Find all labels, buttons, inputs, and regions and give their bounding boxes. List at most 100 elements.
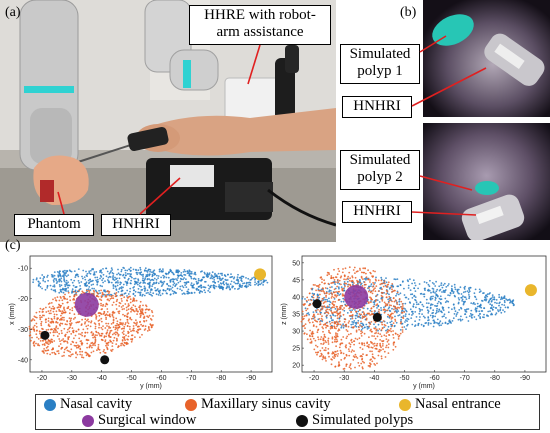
- cloud-point-nasal-cavity: [149, 273, 151, 275]
- cloud-point-maxillary: [324, 293, 326, 295]
- cloud-point-maxillary: [324, 283, 326, 285]
- cloud-point-nasal-cavity: [468, 308, 470, 310]
- cloud-point-maxillary: [109, 340, 111, 342]
- cloud-point-nasal-cavity: [63, 279, 65, 281]
- cloud-point-nasal-cavity: [177, 277, 179, 279]
- cloud-point-nasal-cavity: [500, 312, 502, 314]
- cloud-point-nasal-cavity: [32, 281, 34, 283]
- cloud-point-maxillary: [56, 317, 58, 319]
- cloud-point-maxillary: [139, 308, 141, 310]
- cloud-point-maxillary: [317, 331, 319, 333]
- x-tick-label: -80: [490, 375, 500, 382]
- cloud-point-nasal-cavity: [397, 310, 399, 312]
- cloud-point-maxillary: [94, 322, 96, 324]
- cloud-point-nasal-cavity: [88, 288, 90, 290]
- cloud-point-nasal-cavity: [427, 312, 429, 314]
- cloud-point-maxillary: [370, 291, 372, 293]
- cloud-point-nasal-cavity: [448, 307, 450, 309]
- cloud-point-maxillary: [70, 348, 72, 350]
- cloud-point-maxillary: [360, 282, 362, 284]
- cloud-point-nasal-cavity: [458, 299, 460, 301]
- cloud-point-nasal-cavity: [244, 282, 246, 284]
- cloud-point-maxillary: [337, 279, 339, 281]
- x-axis-label: y (mm): [140, 383, 162, 390]
- cloud-point-nasal-cavity: [436, 311, 438, 313]
- cloud-point-maxillary: [81, 344, 83, 346]
- cloud-point-maxillary: [141, 334, 143, 336]
- cloud-point-nasal-cavity: [76, 273, 78, 275]
- cloud-point-nasal-cavity: [101, 272, 103, 274]
- cloud-point-maxillary: [133, 328, 135, 330]
- cloud-point-maxillary: [321, 315, 323, 317]
- cloud-point-maxillary: [386, 338, 388, 340]
- cloud-point-maxillary: [320, 309, 322, 311]
- cloud-point-maxillary: [375, 322, 377, 324]
- cloud-point-maxillary: [372, 275, 374, 277]
- cloud-point-maxillary: [119, 323, 121, 325]
- cloud-point-nasal-cavity: [217, 281, 219, 283]
- cloud-point-maxillary: [42, 344, 44, 346]
- cloud-point-nasal-cavity: [423, 296, 425, 298]
- cloud-point-maxillary: [98, 312, 100, 314]
- cloud-point-maxillary: [393, 342, 395, 344]
- cloud-point-nasal-cavity: [53, 281, 55, 283]
- cloud-point-nasal-cavity: [428, 322, 430, 324]
- cloud-point-maxillary: [150, 325, 152, 327]
- cloud-point-maxillary: [121, 306, 123, 308]
- cloud-point-maxillary: [395, 320, 397, 322]
- cloud-point-maxillary: [99, 352, 101, 354]
- cloud-point-nasal-cavity: [158, 294, 160, 296]
- cloud-point-maxillary: [381, 324, 383, 326]
- x-tick-label: -60: [429, 375, 439, 382]
- cloud-point-maxillary: [387, 341, 389, 343]
- cloud-point-nasal-cavity: [495, 307, 497, 309]
- cloud-point-nasal-cavity: [120, 271, 122, 273]
- cloud-point-maxillary: [321, 290, 323, 292]
- cloud-point-maxillary: [52, 306, 54, 308]
- cloud-point-nasal-cavity: [154, 278, 156, 280]
- cloud-point-nasal-cavity: [454, 307, 456, 309]
- cloud-point-nasal-cavity: [139, 267, 141, 269]
- cloud-point-maxillary: [319, 294, 321, 296]
- cloud-point-nasal-cavity: [42, 278, 44, 280]
- cloud-point-nasal-cavity: [58, 279, 60, 281]
- cloud-point-nasal-cavity: [424, 281, 426, 283]
- cloud-point-nasal-cavity: [59, 274, 61, 276]
- cloud-point-nasal-cavity: [165, 273, 167, 275]
- cloud-point-nasal-cavity: [408, 285, 410, 287]
- cloud-point-nasal-cavity: [451, 308, 453, 310]
- cloud-point-maxillary: [333, 304, 335, 306]
- cloud-point-maxillary: [336, 340, 338, 342]
- cloud-point-maxillary: [52, 321, 54, 323]
- cloud-point-nasal-cavity: [331, 319, 333, 321]
- cloud-point-nasal-cavity: [117, 269, 119, 271]
- cloud-point-nasal-cavity: [178, 276, 180, 278]
- cloud-point-nasal-cavity: [449, 295, 451, 297]
- legend-label-nasal-cavity: Nasal cavity: [60, 396, 132, 413]
- cloud-point-maxillary: [118, 345, 120, 347]
- cloud-point-maxillary: [381, 355, 383, 357]
- cloud-point-maxillary: [123, 328, 125, 330]
- cloud-point-nasal-cavity: [142, 280, 144, 282]
- cloud-point-nasal-cavity: [427, 317, 429, 319]
- cloud-point-nasal-cavity: [67, 287, 69, 289]
- cloud-point-nasal-cavity: [237, 282, 239, 284]
- cloud-point-maxillary: [328, 293, 330, 295]
- cloud-point-nasal-cavity: [406, 320, 408, 322]
- cloud-point-maxillary: [79, 321, 81, 323]
- cloud-point-maxillary: [311, 341, 313, 343]
- cloud-point-maxillary: [90, 342, 92, 344]
- cloud-point-maxillary: [342, 309, 344, 311]
- cloud-point-maxillary: [71, 307, 73, 309]
- cloud-point-nasal-cavity: [145, 267, 147, 269]
- cloud-point-maxillary: [368, 302, 370, 304]
- cloud-point-nasal-cavity: [492, 309, 494, 311]
- cloud-point-nasal-cavity: [37, 281, 39, 283]
- cloud-point-maxillary: [343, 307, 345, 309]
- cloud-point-nasal-cavity: [149, 293, 151, 295]
- cloud-point-maxillary: [123, 333, 125, 335]
- cloud-point-maxillary: [104, 335, 106, 337]
- cloud-point-maxillary: [39, 311, 41, 313]
- cloud-point-maxillary: [342, 272, 344, 274]
- cloud-point-maxillary: [65, 347, 67, 349]
